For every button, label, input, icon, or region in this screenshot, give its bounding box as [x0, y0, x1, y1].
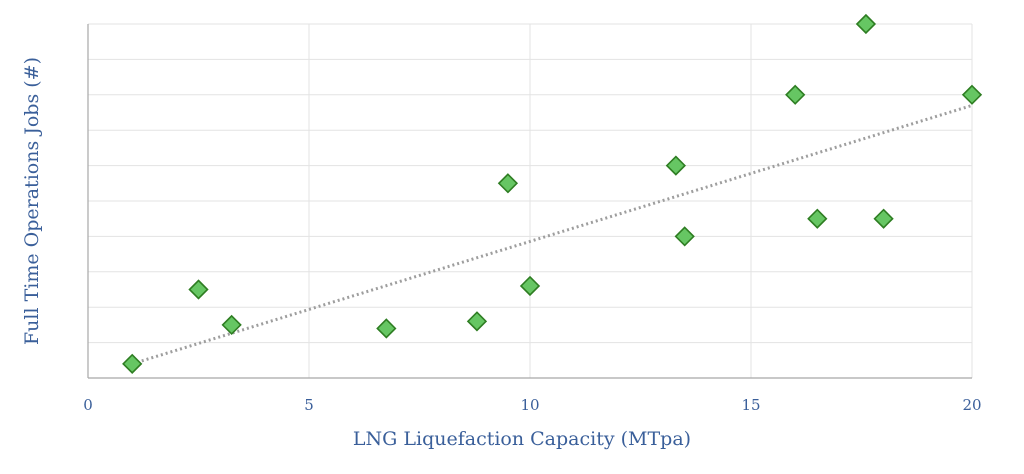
data-point [807, 208, 828, 229]
axes [87, 24, 972, 379]
data-point [122, 353, 143, 374]
y-axis-title: Full Time Operations Jobs (#) [21, 57, 43, 345]
data-point [466, 311, 488, 332]
data-point [855, 13, 877, 35]
data-point [497, 173, 519, 194]
x-tick-label: 20 [962, 396, 981, 414]
x-tick-label: 10 [520, 396, 539, 414]
trendline-layer [131, 103, 973, 366]
x-tick-label: 15 [741, 396, 760, 414]
data-points [122, 13, 983, 374]
x-tick-labels: 0 5 10 15 20 [83, 396, 981, 414]
x-tick-label: 0 [83, 396, 93, 414]
data-point [873, 208, 894, 229]
data-point [961, 84, 983, 105]
data-point [785, 84, 806, 105]
data-point [665, 155, 686, 176]
data-point [221, 314, 242, 336]
data-point [519, 275, 541, 297]
data-point [674, 226, 695, 247]
x-tick-label: 5 [304, 396, 314, 414]
grid [88, 23, 973, 378]
data-point [188, 279, 209, 300]
x-axis-title: LNG Liquefaction Capacity (MTpa) [353, 428, 691, 450]
trendline [131, 103, 973, 366]
data-point [376, 318, 397, 339]
